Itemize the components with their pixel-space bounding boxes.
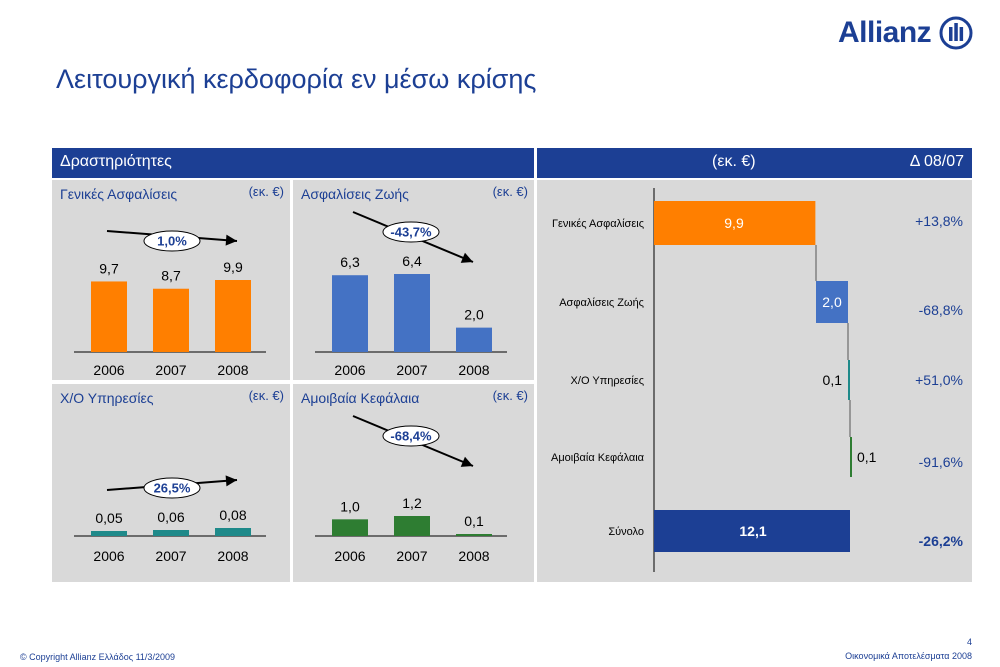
growth-badge-label: 1,0% [157, 234, 187, 249]
waterfall-category-label: Χ/Ο Υπηρεσίες [571, 375, 644, 387]
waterfall-value-label: 2,0 [822, 294, 842, 310]
waterfall-delta-label: -91,6% [919, 454, 963, 470]
bar-value-label: 9,9 [223, 259, 243, 275]
summary-waterfall-chart: Γενικές Ασφαλίσεις 9,9 +13,8% Ασφαλίσεις Ζω… [537, 180, 972, 582]
activities-header-label: Δραστηριότητες [60, 153, 172, 170]
waterfall-delta-label: +51,0% [915, 372, 963, 388]
summary-delta-label: Δ 08/07 [909, 153, 964, 170]
copyright-text: © Copyright Allianz Ελλάδος 11/3/2009 [20, 652, 175, 662]
waterfall-svg: Γενικές Ασφαλίσεις 9,9 +13,8% Ασφαλίσεις Ζω… [551, 188, 964, 572]
panel-unit: (εκ. €) [492, 388, 528, 403]
panel-unit: (εκ. €) [492, 184, 528, 199]
bar [456, 534, 492, 536]
panel-title: Γενικές Ασφαλίσεις [60, 186, 178, 202]
bar-chart-svg: 0,05 2006 0,06 2007 0,08 2008 26,5% [74, 475, 266, 564]
waterfall-delta-label: -26,2% [919, 533, 964, 549]
growth-badge [382, 425, 440, 447]
panel-unit: (εκ. €) [248, 388, 284, 403]
panel-financial-services: Χ/Ο Υπηρεσίες (εκ. €) 0,05 2006 0,06 2007 0,… [52, 384, 290, 582]
trend-arrow-head-icon [225, 234, 237, 246]
bar-value-label: 2,0 [464, 307, 484, 323]
waterfall-category-label: Σύνολο [608, 526, 644, 538]
document-title: Οικονομικά Αποτελέσματα 2008 [845, 651, 972, 661]
year-tick-label: 2008 [458, 362, 489, 378]
growth-badge-label: 26,5% [154, 481, 191, 496]
year-tick-label: 2006 [93, 362, 124, 378]
summary-unit-label: (εκ. €) [712, 153, 756, 170]
panel-title: Ασφαλίσεις Ζωής [301, 186, 409, 202]
waterfall-category-label: Αμοιβαία Κεφάλαια [551, 452, 645, 464]
panel-unit: (εκ. €) [248, 184, 284, 199]
trend-arrow-head-icon [225, 475, 237, 487]
year-tick-label: 2008 [217, 362, 248, 378]
bar [91, 281, 127, 352]
allianz-logo: Allianz [838, 14, 973, 52]
bar-value-label: 1,0 [340, 498, 360, 514]
bar-value-label: 6,3 [340, 254, 360, 270]
logo-text: Allianz [838, 16, 932, 49]
bar [332, 275, 368, 352]
growth-badge-label: -68,4% [390, 429, 432, 444]
growth-badge [143, 477, 201, 499]
waterfall-value-label: 9,9 [724, 215, 744, 231]
trend-arrow-head-icon [460, 252, 473, 263]
panel-general-insurance: Γενικές Ασφαλίσεις (εκ. €) 9,7 2006 8,7 200… [52, 180, 290, 380]
bar [153, 288, 189, 352]
bar [394, 516, 430, 536]
bar [215, 528, 251, 536]
bar-value-label: 0,05 [95, 510, 122, 526]
bar [215, 280, 251, 352]
bar [332, 519, 368, 536]
bar-value-label: 0,1 [464, 513, 484, 529]
page-number: 4 [966, 637, 972, 647]
bar-value-label: 6,4 [402, 253, 422, 269]
bar-value-label: 0,06 [157, 509, 184, 525]
bar-value-label: 9,7 [99, 260, 119, 276]
trend-arrow-head-icon [460, 456, 473, 467]
waterfall-value-label: 0,1 [823, 372, 843, 388]
growth-badge [143, 230, 201, 252]
year-tick-label: 2006 [93, 548, 124, 564]
growth-badge-label: -43,7% [390, 225, 432, 240]
panel-title: Χ/Ο Υπηρεσίες [60, 390, 154, 406]
year-tick-label: 2007 [155, 362, 186, 378]
panel-mutual-funds: Αμοιβαία Κεφάλαια (εκ. €) 1,0 2006 1,2 2007… [293, 384, 534, 582]
waterfall-value-label: 0,1 [857, 449, 877, 465]
waterfall-delta-label: -68,8% [919, 302, 963, 318]
year-tick-label: 2006 [334, 362, 365, 378]
growth-badge [382, 221, 440, 243]
year-tick-label: 2007 [396, 362, 427, 378]
bar [394, 274, 430, 352]
year-tick-label: 2006 [334, 548, 365, 564]
panel-life-insurance: Ασφαλίσεις Ζωής (εκ. €) 6,3 2006 6,4 2007 2,… [293, 180, 534, 380]
waterfall-bar [816, 281, 848, 323]
waterfall-bar [848, 360, 850, 400]
waterfall-delta-label: +13,8% [915, 213, 963, 229]
bar [153, 530, 189, 536]
summary-header: (εκ. €) Δ 08/07 [537, 148, 972, 178]
waterfall-bar [850, 437, 852, 477]
year-tick-label: 2008 [217, 548, 248, 564]
bar-chart-svg: 9,7 2006 8,7 2007 9,9 2008 1,0% [74, 230, 266, 378]
bar [91, 531, 127, 536]
waterfall-value-label: 12,1 [739, 523, 766, 539]
waterfall-bar [654, 201, 816, 245]
bar-value-label: 1,2 [402, 495, 422, 511]
waterfall-category-label: Ασφαλίσεις Ζωής [559, 297, 644, 309]
bar-chart-svg: 6,3 2006 6,4 2007 2,0 2008 -43,7% [315, 211, 507, 378]
year-tick-label: 2007 [396, 548, 427, 564]
page-title: Λειτουργική κερδοφορία εν μέσω κρίσης [56, 64, 537, 94]
waterfall-bar [654, 510, 850, 552]
bar-chart-svg: 1,0 2006 1,2 2007 0,1 2008 -68,4% [315, 415, 507, 564]
year-tick-label: 2008 [458, 548, 489, 564]
bar-value-label: 8,7 [161, 268, 181, 284]
panel-title: Αμοιβαία Κεφάλαια [301, 390, 420, 406]
activities-header: Δραστηριότητες [52, 148, 534, 178]
waterfall-category-label: Γενικές Ασφαλίσεις [552, 218, 644, 230]
bar [456, 327, 492, 352]
year-tick-label: 2007 [155, 548, 186, 564]
bar-value-label: 0,08 [219, 507, 246, 523]
allianz-eagle-icon [939, 16, 973, 50]
